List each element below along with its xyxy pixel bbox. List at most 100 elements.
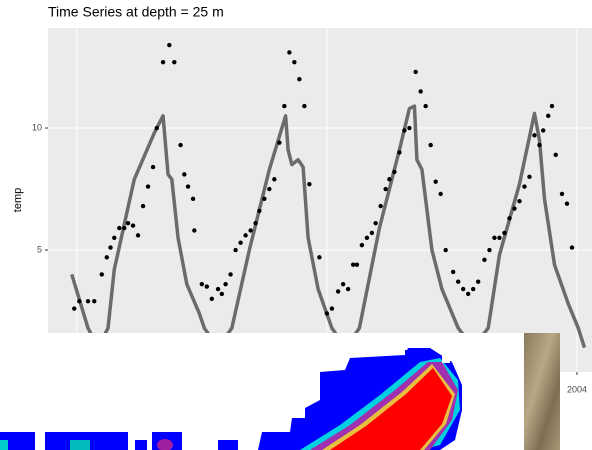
data-point <box>186 184 190 188</box>
data-point <box>517 199 521 203</box>
data-point <box>72 306 76 310</box>
data-point <box>233 248 237 252</box>
data-point <box>220 292 224 296</box>
data-point <box>507 216 511 220</box>
heat-cell <box>70 440 90 450</box>
data-point <box>532 133 536 137</box>
data-point <box>387 177 391 181</box>
data-point <box>302 104 306 108</box>
data-point <box>565 201 569 205</box>
data-point <box>451 270 455 274</box>
data-point <box>471 287 475 291</box>
data-point <box>325 311 329 315</box>
data-point <box>151 165 155 169</box>
data-point <box>423 104 427 108</box>
data-point <box>182 172 186 176</box>
data-point <box>365 236 369 240</box>
data-point <box>108 245 112 249</box>
data-point <box>546 114 550 118</box>
data-point <box>512 206 516 210</box>
data-point <box>292 60 296 64</box>
data-point <box>550 104 554 108</box>
heat-cell <box>442 355 450 363</box>
data-point <box>272 177 276 181</box>
data-point <box>131 223 135 227</box>
data-point <box>570 245 574 249</box>
data-point <box>502 231 506 235</box>
heat-cell <box>405 350 411 356</box>
data-point <box>370 231 374 235</box>
data-point <box>541 128 545 132</box>
data-point <box>257 209 261 213</box>
data-point <box>192 228 196 232</box>
data-point <box>248 228 252 232</box>
data-point <box>461 287 465 291</box>
chart-title: Time Series at depth = 25 m <box>48 4 224 20</box>
data-point <box>346 287 350 291</box>
data-point <box>205 284 209 288</box>
data-point <box>112 236 116 240</box>
data-point <box>126 221 130 225</box>
data-point <box>383 187 387 191</box>
data-point <box>216 287 220 291</box>
data-point <box>238 240 242 244</box>
data-point <box>527 175 531 179</box>
data-point <box>355 262 359 266</box>
data-point <box>433 180 437 184</box>
data-point <box>476 280 480 284</box>
data-point <box>492 236 496 240</box>
data-point <box>172 60 176 64</box>
data-point <box>373 221 377 225</box>
data-point <box>243 233 247 237</box>
data-point <box>443 248 447 252</box>
data-point <box>351 262 355 266</box>
photo-thumbnail <box>524 333 560 450</box>
data-point <box>360 243 364 247</box>
heat-cell <box>0 440 8 450</box>
data-point <box>136 233 140 237</box>
data-point <box>392 170 396 174</box>
data-point <box>117 226 121 230</box>
data-point <box>122 226 126 230</box>
data-point <box>482 258 486 262</box>
data-point <box>407 126 411 130</box>
data-point <box>554 153 558 157</box>
data-point <box>397 150 401 154</box>
data-point <box>282 104 286 108</box>
data-point <box>497 236 501 240</box>
data-point <box>200 282 204 286</box>
data-point <box>378 204 382 208</box>
y-tick-label: 10 <box>32 122 42 132</box>
data-point <box>438 192 442 196</box>
x-tick-label: 2004 <box>567 384 587 394</box>
data-point <box>287 50 291 54</box>
data-point <box>413 70 417 74</box>
data-point <box>100 272 104 276</box>
data-point <box>210 297 214 301</box>
data-point <box>418 89 422 93</box>
data-point <box>146 184 150 188</box>
data-point <box>297 77 301 81</box>
data-point <box>86 299 90 303</box>
data-point <box>307 182 311 186</box>
data-point <box>330 306 334 310</box>
data-point <box>105 255 109 259</box>
data-point <box>428 143 432 147</box>
overlay-window <box>0 333 560 450</box>
data-point <box>336 289 340 293</box>
data-point <box>262 197 266 201</box>
data-point <box>522 184 526 188</box>
data-point <box>228 272 232 276</box>
heat-cell <box>218 440 238 450</box>
data-point <box>77 299 81 303</box>
data-point <box>253 221 257 225</box>
data-point <box>560 192 564 196</box>
data-point <box>537 143 541 147</box>
y-axis-label: temp <box>12 188 24 212</box>
data-point <box>155 126 159 130</box>
data-point <box>161 60 165 64</box>
data-point <box>317 255 321 259</box>
data-point <box>223 282 227 286</box>
data-point <box>341 282 345 286</box>
data-point <box>267 187 271 191</box>
